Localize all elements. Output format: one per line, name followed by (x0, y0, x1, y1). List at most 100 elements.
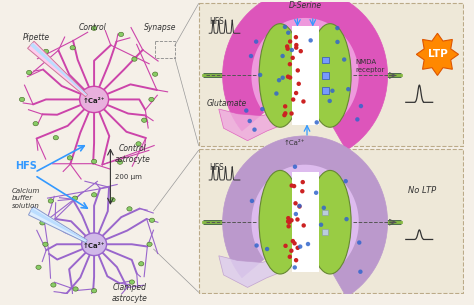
Ellipse shape (309, 24, 351, 127)
Ellipse shape (33, 121, 38, 126)
Circle shape (265, 247, 269, 251)
Circle shape (301, 180, 305, 184)
Circle shape (288, 39, 292, 44)
Circle shape (283, 244, 288, 248)
Text: LTP: LTP (428, 49, 447, 59)
Circle shape (282, 113, 287, 117)
Ellipse shape (44, 49, 49, 54)
Text: 200 μm: 200 μm (115, 174, 142, 180)
Ellipse shape (91, 193, 97, 197)
Circle shape (346, 87, 350, 92)
Circle shape (358, 270, 363, 274)
Circle shape (281, 54, 285, 58)
Circle shape (288, 75, 292, 80)
Ellipse shape (118, 160, 123, 164)
Circle shape (309, 38, 313, 43)
Text: HFS: HFS (16, 161, 37, 171)
Circle shape (252, 127, 257, 132)
Polygon shape (30, 208, 87, 241)
Circle shape (292, 184, 296, 188)
Circle shape (294, 91, 298, 95)
Ellipse shape (149, 97, 154, 102)
Circle shape (294, 43, 299, 47)
Ellipse shape (48, 199, 54, 203)
Circle shape (297, 204, 301, 209)
Circle shape (295, 217, 300, 222)
Text: Glutamate: Glutamate (206, 99, 246, 108)
Circle shape (244, 108, 248, 113)
Circle shape (294, 258, 298, 262)
Circle shape (319, 223, 323, 227)
Text: D-Serine: D-Serine (289, 1, 322, 10)
Bar (322, 72, 329, 79)
Text: Calcium
buffer
solution: Calcium buffer solution (11, 188, 40, 209)
Circle shape (286, 219, 291, 224)
Circle shape (293, 201, 298, 206)
Bar (322, 210, 328, 216)
Polygon shape (28, 206, 87, 243)
Circle shape (297, 81, 301, 86)
Circle shape (291, 97, 295, 102)
Ellipse shape (40, 221, 45, 225)
Bar (322, 57, 329, 63)
Text: Synapse: Synapse (144, 23, 176, 32)
Bar (322, 229, 328, 235)
Polygon shape (219, 256, 286, 287)
Ellipse shape (67, 156, 73, 160)
Circle shape (335, 26, 339, 30)
Circle shape (283, 25, 287, 29)
Circle shape (260, 107, 264, 111)
Circle shape (258, 73, 262, 77)
Circle shape (335, 40, 340, 44)
Ellipse shape (73, 287, 78, 291)
Circle shape (286, 224, 291, 228)
Circle shape (299, 49, 303, 53)
Circle shape (290, 183, 294, 188)
Ellipse shape (147, 242, 152, 246)
Bar (155, 41, 174, 58)
Circle shape (247, 119, 252, 123)
Circle shape (342, 57, 346, 62)
Ellipse shape (110, 198, 115, 202)
Ellipse shape (309, 170, 351, 274)
Circle shape (255, 243, 259, 248)
Circle shape (301, 223, 306, 228)
Bar (199, 2, 464, 146)
Circle shape (359, 104, 363, 108)
Text: HFS: HFS (209, 17, 224, 26)
Ellipse shape (259, 170, 301, 274)
Circle shape (285, 47, 290, 51)
Circle shape (287, 220, 292, 224)
Polygon shape (223, 0, 388, 150)
Circle shape (298, 244, 302, 249)
Ellipse shape (259, 24, 301, 127)
Circle shape (254, 39, 258, 44)
Text: HFS: HFS (209, 163, 224, 172)
Text: ↑Ca²⁺: ↑Ca²⁺ (284, 139, 306, 145)
Circle shape (330, 88, 335, 93)
Text: No LTP: No LTP (408, 186, 436, 196)
Ellipse shape (19, 97, 25, 102)
Circle shape (296, 68, 300, 73)
Circle shape (288, 255, 292, 259)
Ellipse shape (115, 298, 120, 302)
Circle shape (289, 218, 294, 223)
Circle shape (355, 117, 360, 122)
Text: Clamped
astrocyte: Clamped astrocyte (112, 283, 147, 303)
Ellipse shape (27, 70, 32, 75)
Circle shape (286, 30, 291, 35)
Ellipse shape (132, 57, 137, 61)
Circle shape (295, 246, 300, 250)
Ellipse shape (138, 262, 144, 266)
Circle shape (290, 48, 294, 52)
Circle shape (277, 78, 281, 82)
Circle shape (322, 206, 326, 210)
Polygon shape (30, 43, 87, 95)
Polygon shape (27, 41, 87, 97)
Circle shape (294, 212, 298, 216)
Ellipse shape (43, 242, 48, 246)
Ellipse shape (53, 135, 58, 140)
Text: ↑Ca²⁺: ↑Ca²⁺ (83, 98, 105, 104)
Ellipse shape (91, 159, 97, 163)
Circle shape (357, 240, 362, 245)
